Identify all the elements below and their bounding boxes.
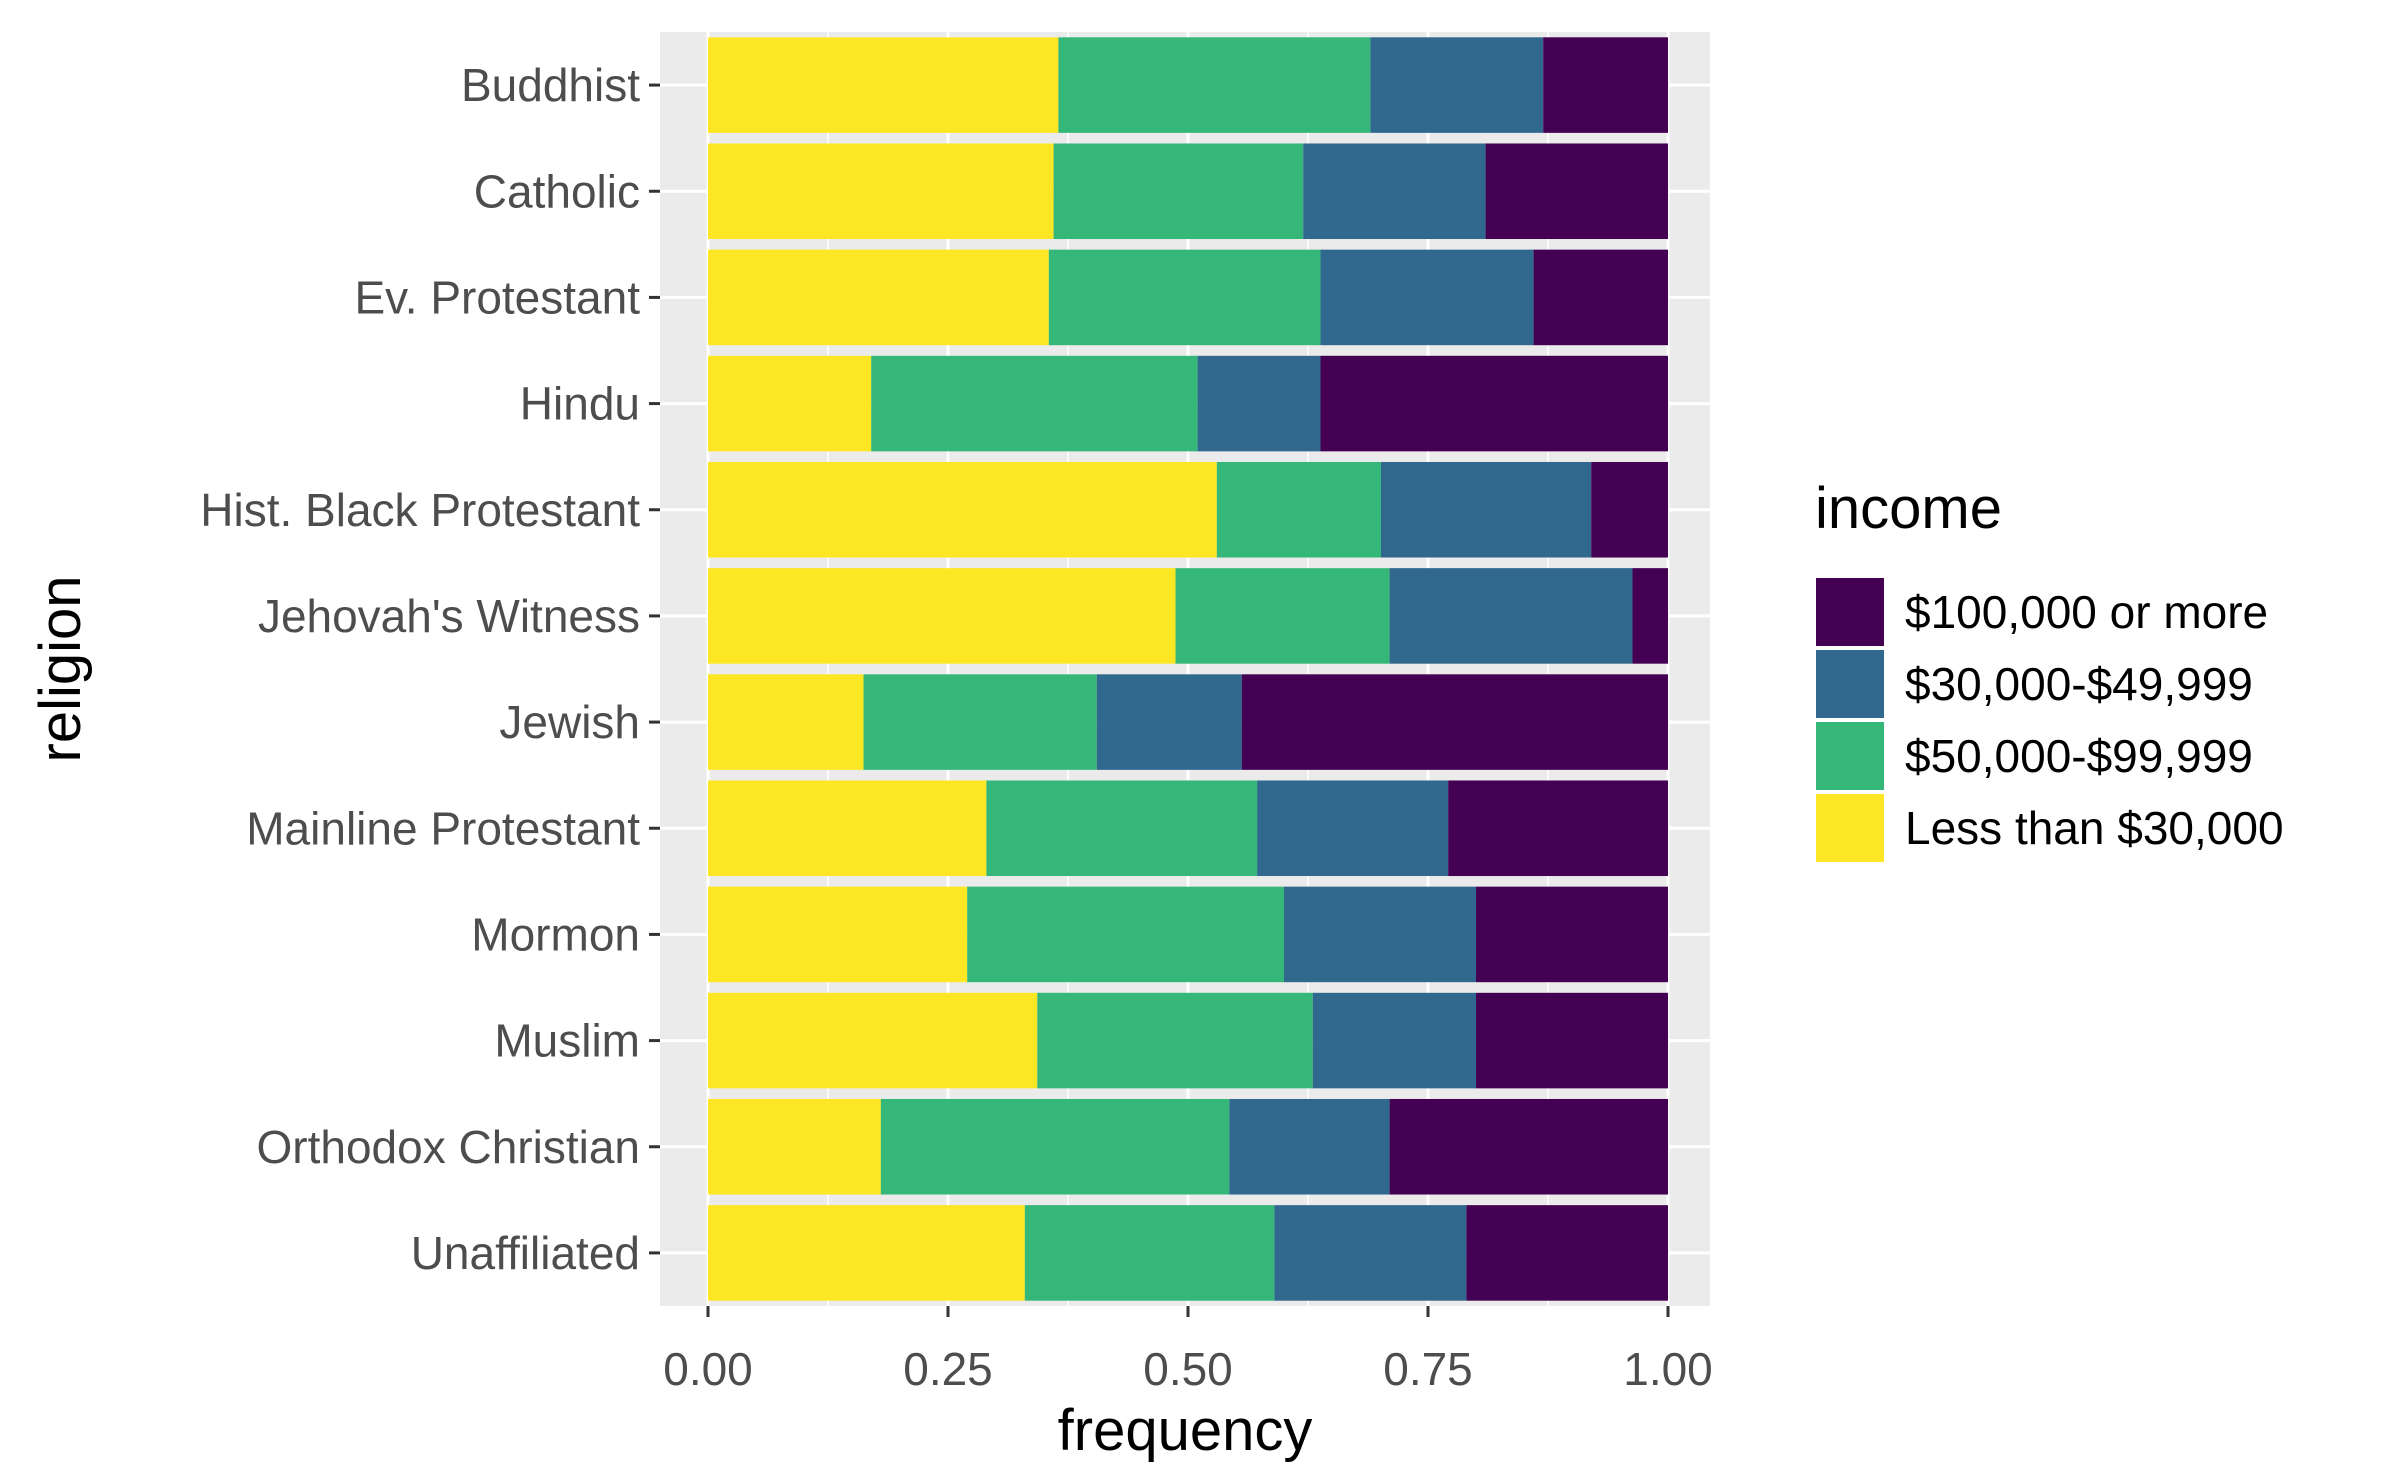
y-tick-label: Jehovah's Witness: [258, 590, 640, 642]
y-tick-label: Muslim: [494, 1015, 640, 1067]
bar-segment: [1096, 674, 1242, 770]
x-tick-label: 0.75: [1383, 1343, 1473, 1395]
y-tick-label: Mormon: [471, 908, 640, 960]
y-tick-label: Unaffiliated: [411, 1227, 640, 1279]
bar-segment: [708, 37, 1059, 133]
bar-segment: [708, 249, 1049, 346]
bar-segment: [1389, 1098, 1668, 1195]
bar-segment: [880, 1098, 1230, 1195]
bar-segment: [1543, 37, 1668, 133]
y-tick-label: Ev. Protestant: [354, 271, 640, 323]
bar-segment: [967, 886, 1284, 983]
bar-segment: [986, 780, 1258, 877]
bar-segment: [1053, 143, 1304, 240]
bar-segment: [1229, 1098, 1390, 1195]
bar-segment: [1476, 886, 1668, 983]
bar-segment: [1175, 568, 1390, 664]
bar-segment: [1448, 780, 1668, 877]
legend-label: $50,000-$99,999: [1905, 730, 2253, 782]
bar-segment: [708, 568, 1176, 664]
x-tick-label: 0.00: [663, 1343, 753, 1395]
y-tick-label: Hindu: [520, 378, 640, 430]
bar-segment: [1533, 249, 1668, 346]
bar-segment: [708, 143, 1054, 240]
bar-segment: [708, 1098, 881, 1195]
bar-segment: [1024, 1205, 1275, 1301]
bar-segment: [871, 355, 1198, 452]
bar-segment: [708, 780, 987, 877]
legend-key: [1814, 648, 1886, 720]
x-tick-label: 1.00: [1623, 1343, 1713, 1395]
bar-segment: [1389, 568, 1633, 664]
x-axis: 0.00 0.25 0.50 0.75 1.00: [663, 1306, 1713, 1395]
y-axis-title: religion: [28, 576, 93, 763]
legend-title: income: [1815, 476, 2002, 541]
bar-segment: [1058, 37, 1371, 133]
legend-label: Less than $30,000: [1905, 802, 2284, 854]
legend-key: [1814, 720, 1886, 792]
bar-segment: [708, 992, 1038, 1089]
bar-segment: [1037, 992, 1313, 1089]
legend: income $100,000 or more $30,000-$49,999 $5…: [1814, 476, 2284, 864]
bar-segment: [708, 461, 1217, 558]
legend-key: [1814, 576, 1886, 648]
y-tick-label: Jewish: [499, 696, 640, 748]
y-tick-label: Buddhist: [461, 59, 640, 111]
legend-key: [1814, 792, 1886, 864]
bar-segment: [1591, 461, 1668, 558]
bar-segment: [1197, 355, 1321, 452]
bar-segment: [1257, 780, 1449, 877]
bar-segment: [1380, 461, 1592, 558]
bar-segment: [1320, 249, 1534, 346]
x-tick-label: 0.50: [1143, 1343, 1233, 1395]
bar-segment: [1303, 143, 1486, 240]
y-tick-label: Orthodox Christian: [257, 1121, 641, 1173]
bars: [708, 37, 1668, 1301]
x-axis-title: frequency: [1058, 1398, 1313, 1463]
x-tick-label: 0.25: [903, 1343, 993, 1395]
bar-segment: [1048, 249, 1321, 346]
legend-label: $100,000 or more: [1905, 586, 2268, 638]
y-tick-label: Hist. Black Protestant: [200, 484, 640, 536]
bar-segment: [1320, 355, 1668, 452]
y-tick-label: Catholic: [474, 165, 640, 217]
bar-segment: [1632, 568, 1668, 664]
bar-segment: [1312, 992, 1476, 1089]
bar-segment: [1485, 143, 1668, 240]
minor-gridlines: [827, 32, 1549, 1306]
bar-segment: [708, 1205, 1025, 1301]
bar-segment: [1216, 461, 1381, 558]
bar-segment: [708, 674, 864, 770]
bar-segment: [863, 674, 1097, 770]
bar-segment: [1476, 992, 1668, 1089]
bar-segment: [708, 355, 872, 452]
bar-segment: [708, 886, 968, 983]
y-tick-label: Mainline Protestant: [246, 802, 640, 854]
bar-segment: [1274, 1205, 1467, 1301]
y-axis: Buddhist Catholic Ev. Protestant Hindu Hist.…: [200, 59, 660, 1279]
bar-segment: [1466, 1205, 1668, 1301]
bar-segment: [1241, 674, 1668, 770]
bar-segment: [1284, 886, 1476, 983]
plot-panel: [660, 32, 1710, 1306]
bar-segment: [1370, 37, 1544, 133]
legend-label: $30,000-$49,999: [1905, 658, 2253, 710]
